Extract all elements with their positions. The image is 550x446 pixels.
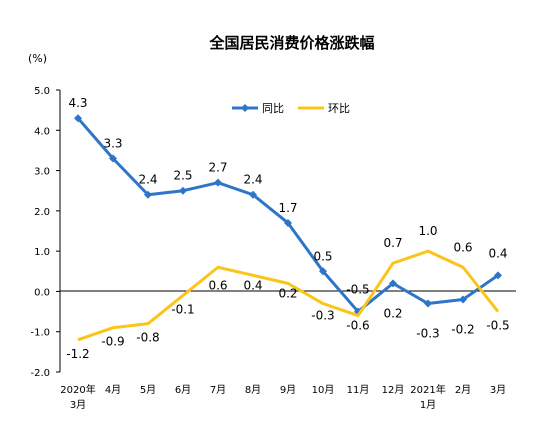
data-label: 1.0 bbox=[418, 224, 437, 238]
legend-marker bbox=[241, 104, 249, 112]
data-point-marker bbox=[74, 114, 82, 123]
y-tick-label: 0.0 bbox=[34, 287, 50, 298]
data-label: 0.6 bbox=[208, 278, 227, 292]
data-point-marker bbox=[459, 295, 467, 304]
data-label: -0.2 bbox=[451, 322, 474, 336]
data-label: 4.3 bbox=[68, 96, 87, 110]
y-unit-label: (%) bbox=[28, 52, 47, 65]
x-tick-label: 8月 bbox=[245, 384, 261, 396]
data-label: 2.5 bbox=[173, 169, 192, 183]
x-tick-label: 6月 bbox=[175, 384, 191, 396]
data-label: -0.9 bbox=[101, 335, 124, 349]
data-point-marker bbox=[144, 190, 152, 199]
x-tick-label: 2021年 1月 bbox=[410, 383, 445, 411]
y-tick-label: 5.0 bbox=[34, 86, 50, 97]
data-label: -1.2 bbox=[66, 347, 89, 361]
series-line bbox=[77, 249, 500, 342]
data-label: 0.2 bbox=[278, 286, 297, 300]
data-label: 0.7 bbox=[383, 236, 402, 250]
y-tick-label: -2.0 bbox=[30, 368, 50, 379]
legend: 同比 环比 bbox=[232, 102, 350, 115]
x-tick-label: 2020年 3月 bbox=[60, 383, 95, 411]
series-yoy: 4.3 3.3 2.4 2.5 2.7 2.4 1.7 0.5 -0.5 0.2 -0.3 -0.2 0… bbox=[68, 96, 507, 340]
data-point-marker bbox=[319, 267, 327, 276]
x-tick-label: 3月 bbox=[490, 384, 506, 396]
x-tick-label: 11月 bbox=[347, 384, 370, 396]
data-label: -0.8 bbox=[136, 331, 159, 345]
legend-label: 环比 bbox=[328, 102, 350, 115]
x-tick-labels: 2020年 3月 4月 5月 6月 7月 8月 9月 10月 11月 12月 2021年 1月 2月 3月 bbox=[60, 383, 506, 411]
x-tick-label: 9月 bbox=[280, 384, 296, 396]
data-label: 0.6 bbox=[453, 240, 472, 254]
data-point-marker bbox=[284, 218, 292, 227]
x-tick-label: 4月 bbox=[105, 384, 121, 396]
data-label: 0.4 bbox=[488, 246, 507, 260]
data-label: 0.4 bbox=[243, 278, 262, 292]
y-tick-labels: -2.0 -1.0 0.0 1.0 2.0 3.0 4.0 5.0 bbox=[30, 86, 60, 379]
data-label: -0.1 bbox=[171, 302, 194, 316]
series-mom: -1.2 -0.9 -0.8 -0.1 0.6 0.4 0.2 -0.3 -0.6 0.7 1.0 0… bbox=[66, 224, 509, 361]
data-label: 2.4 bbox=[138, 173, 157, 187]
series-layer: 4.3 3.3 2.4 2.5 2.7 2.4 1.7 0.5 -0.5 0.2 -0.3 -0.2 0… bbox=[66, 96, 509, 361]
x-tick-label: 12月 bbox=[382, 384, 405, 396]
x-tick-label: 5月 bbox=[140, 384, 156, 396]
data-point-marker bbox=[109, 154, 117, 163]
y-tick-label: 2.0 bbox=[34, 207, 50, 218]
data-label: 1.7 bbox=[278, 201, 297, 215]
data-label: 3.3 bbox=[103, 136, 122, 150]
x-tick-label: 2月 bbox=[455, 384, 471, 396]
data-point-marker bbox=[424, 299, 432, 308]
data-point-marker bbox=[249, 190, 257, 199]
chart-title: 全国居民消费价格涨跌幅 bbox=[208, 34, 374, 52]
x-tick-label: 10月 bbox=[312, 384, 335, 396]
data-label: -0.3 bbox=[311, 309, 334, 323]
y-tick-label: -1.0 bbox=[30, 328, 50, 339]
x-tick-label: 7月 bbox=[210, 384, 226, 396]
data-label: -0.5 bbox=[346, 283, 369, 297]
data-label: 2.7 bbox=[208, 161, 227, 175]
data-label: -0.3 bbox=[416, 327, 439, 341]
y-tick-label: 4.0 bbox=[34, 126, 50, 137]
y-tick-label: 3.0 bbox=[34, 167, 50, 178]
legend-label: 同比 bbox=[262, 102, 284, 115]
data-point-marker bbox=[179, 186, 187, 195]
data-point-marker bbox=[494, 271, 502, 280]
data-label: -0.6 bbox=[346, 319, 369, 333]
data-label: 0.2 bbox=[383, 306, 402, 320]
data-label: 2.4 bbox=[243, 173, 262, 187]
data-point-marker bbox=[214, 178, 222, 187]
data-label: 0.5 bbox=[313, 249, 332, 263]
y-tick-label: 1.0 bbox=[34, 247, 50, 258]
data-point-marker bbox=[389, 279, 397, 288]
data-label: -0.5 bbox=[486, 319, 509, 333]
